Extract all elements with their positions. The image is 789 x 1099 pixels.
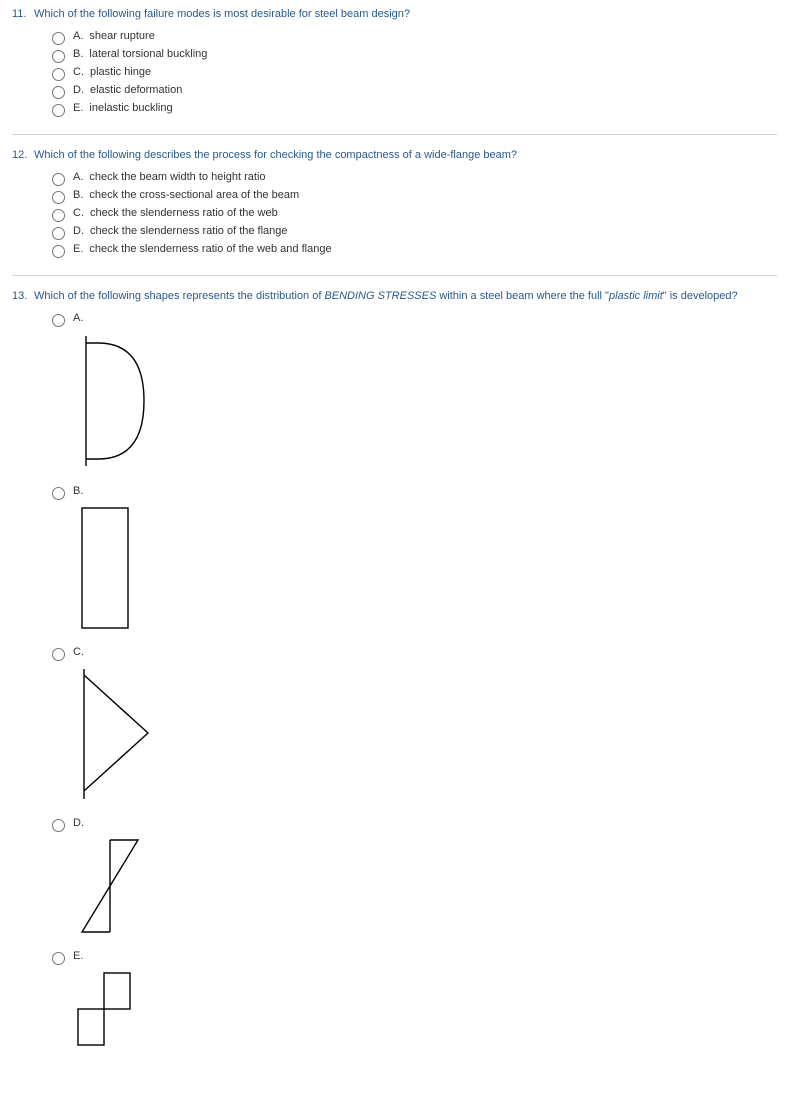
radio-c[interactable] [52, 209, 65, 222]
option-letter: E. [73, 102, 83, 114]
shape-e [76, 969, 777, 1049]
radio-e[interactable] [52, 952, 65, 965]
question-header: 13. Which of the following shapes repres… [12, 290, 777, 302]
question-number: 12. [12, 149, 34, 161]
option-text: lateral torsional buckling [89, 48, 207, 60]
option-d[interactable]: D. elastic deformation [52, 84, 777, 99]
option-d[interactable]: D. check the slenderness ratio of the fl… [52, 225, 777, 240]
option-letter: A. [73, 312, 83, 324]
radio-a[interactable] [52, 32, 65, 45]
option-text: check the slenderness ratio of the web [90, 207, 278, 219]
radio-c[interactable] [52, 648, 65, 661]
option-letter: B. [73, 48, 83, 60]
radio-b[interactable] [52, 191, 65, 204]
question-prompt: Which of the following shapes represents… [34, 290, 738, 302]
prompt-em2: plastic limit [609, 290, 663, 302]
question-number: 13. [12, 290, 34, 302]
option-text: check the beam width to height ratio [89, 171, 265, 183]
option-c[interactable]: C. plastic hinge [52, 66, 777, 81]
option-d[interactable]: D. [52, 817, 777, 832]
option-a[interactable]: A. check the beam width to height ratio [52, 171, 777, 186]
option-text: check the slenderness ratio of the web a… [89, 243, 331, 255]
option-letter: E. [73, 950, 83, 962]
prompt-em1: BENDING STRESSES [324, 290, 436, 302]
option-letter: C. [73, 207, 84, 219]
radio-c[interactable] [52, 68, 65, 81]
option-letter: C. [73, 66, 84, 78]
option-letter: E. [73, 243, 83, 255]
question-number: 11. [12, 8, 34, 20]
option-b[interactable]: B. check the cross-sectional area of the… [52, 189, 777, 204]
radio-b[interactable] [52, 50, 65, 63]
question-12: 12. Which of the following describes the… [12, 149, 777, 276]
option-a[interactable]: A. [52, 312, 777, 327]
shape-a [76, 331, 777, 471]
shape-d [76, 836, 777, 936]
option-e[interactable]: E. inelastic buckling [52, 102, 777, 117]
option-letter: C. [73, 646, 84, 658]
radio-d[interactable] [52, 819, 65, 832]
option-c[interactable]: C. check the slenderness ratio of the we… [52, 207, 777, 222]
radio-a[interactable] [52, 314, 65, 327]
shape-b [76, 504, 777, 632]
option-b[interactable]: B. [52, 485, 777, 500]
radio-d[interactable] [52, 86, 65, 99]
option-a[interactable]: A. shear rupture [52, 30, 777, 45]
prompt-pre: Which of the following shapes represents… [34, 290, 324, 302]
question-header: 11. Which of the following failure modes… [12, 8, 777, 20]
option-text: check the cross-sectional area of the be… [89, 189, 299, 201]
option-text: check the slenderness ratio of the flang… [90, 225, 288, 237]
option-letter: D. [73, 225, 84, 237]
options-list: A. B. C. D. [52, 312, 777, 1049]
option-c[interactable]: C. [52, 646, 777, 661]
prompt-post: " is developed? [663, 290, 738, 302]
option-letter: A. [73, 30, 83, 42]
radio-e[interactable] [52, 104, 65, 117]
radio-e[interactable] [52, 245, 65, 258]
question-prompt: Which of the following describes the pro… [34, 149, 517, 161]
question-13: 13. Which of the following shapes repres… [12, 290, 777, 1077]
radio-a[interactable] [52, 173, 65, 186]
option-letter: B. [73, 485, 83, 497]
question-11: 11. Which of the following failure modes… [12, 8, 777, 135]
option-letter: B. [73, 189, 83, 201]
option-letter: D. [73, 817, 84, 829]
option-e[interactable]: E. [52, 950, 777, 965]
option-text: plastic hinge [90, 66, 151, 78]
option-text: shear rupture [89, 30, 154, 42]
question-header: 12. Which of the following describes the… [12, 149, 777, 161]
option-e[interactable]: E. check the slenderness ratio of the we… [52, 243, 777, 258]
radio-b[interactable] [52, 487, 65, 500]
option-letter: D. [73, 84, 84, 96]
option-text: inelastic buckling [89, 102, 172, 114]
question-prompt: Which of the following failure modes is … [34, 8, 410, 20]
option-text: elastic deformation [90, 84, 182, 96]
options-list: A. shear rupture B. lateral torsional bu… [52, 30, 777, 117]
prompt-mid: within a steel beam where the full " [436, 290, 609, 302]
option-b[interactable]: B. lateral torsional buckling [52, 48, 777, 63]
radio-d[interactable] [52, 227, 65, 240]
option-letter: A. [73, 171, 83, 183]
shape-c [76, 665, 777, 803]
options-list: A. check the beam width to height ratio … [52, 171, 777, 258]
